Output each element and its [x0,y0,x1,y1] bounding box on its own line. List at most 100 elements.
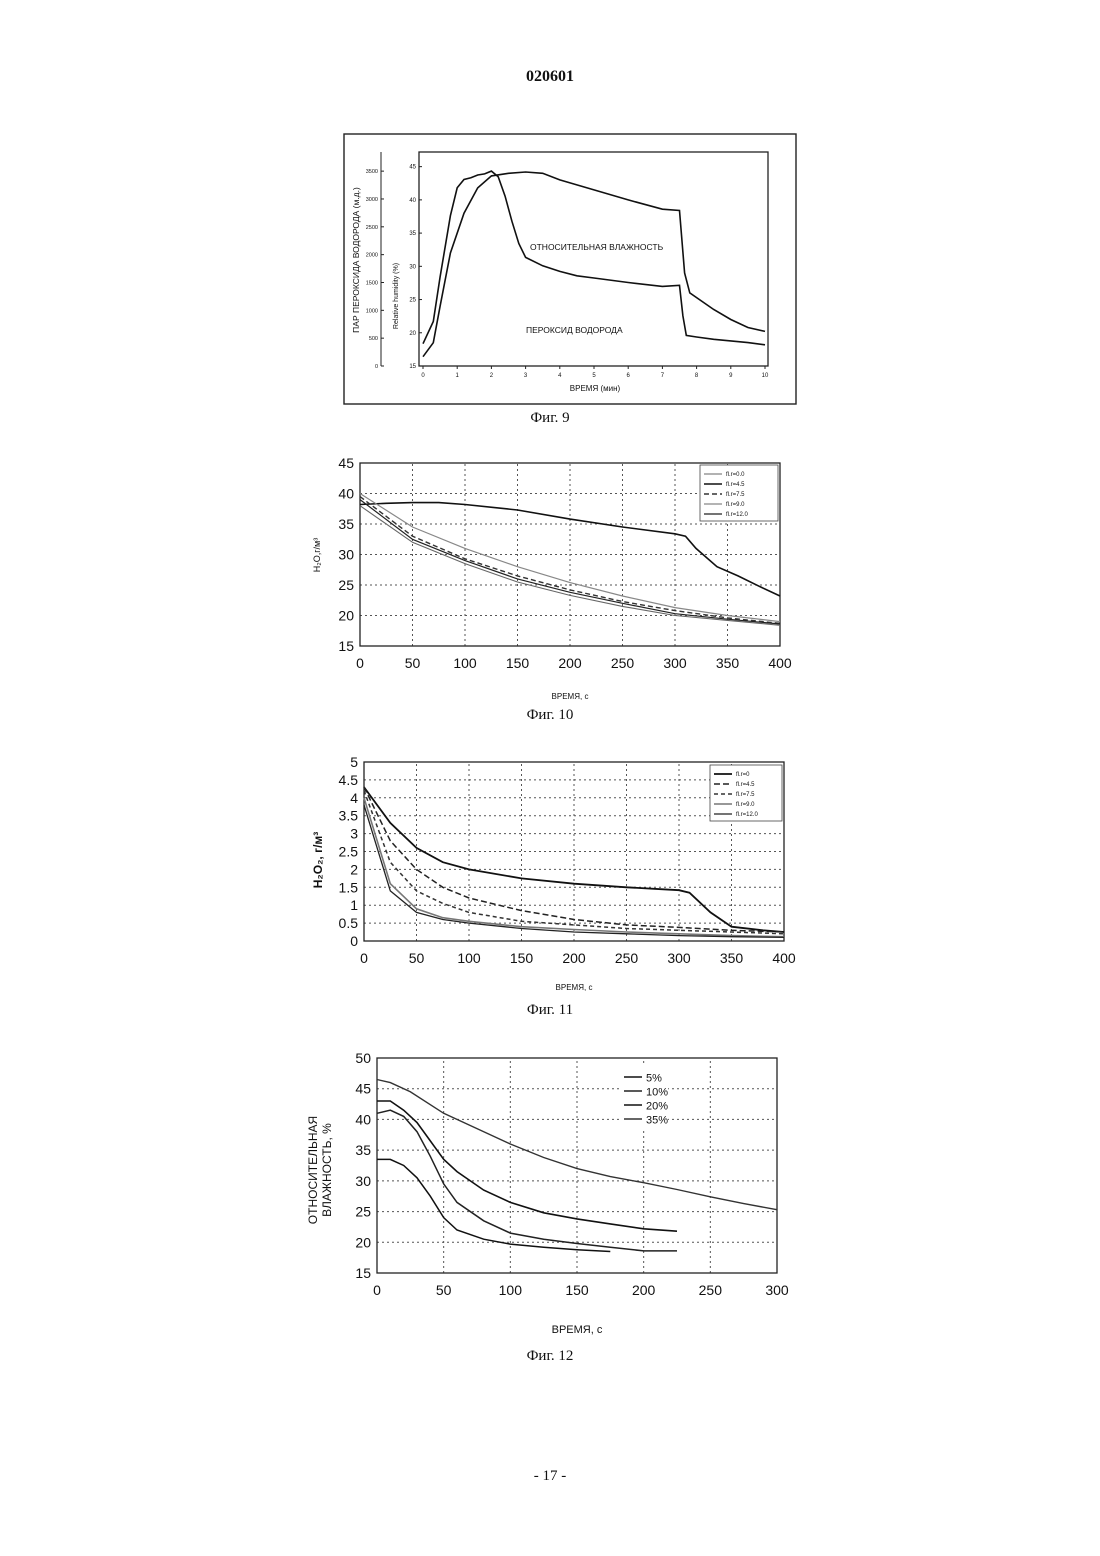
fig11-y-tick-label: 0.5 [339,915,359,931]
fig10-x-tick-label: 100 [453,655,477,671]
fig9-series-group [423,171,765,357]
fig10-x-tick-label: 200 [558,655,582,671]
fig11-y-tick-label: 4.5 [339,772,359,788]
fig9-left-tick-label: 500 [369,336,378,342]
fig11-series-line-4 [364,798,784,937]
fig9-x-axis-ticks: 012345678910 [421,366,769,379]
fig11-series-line-3 [364,791,784,934]
fig9-x-tick-label: 3 [524,373,528,379]
fig10-ylabel: H₂O,г/м³ [312,538,322,572]
fig11-series-line-5 [364,805,784,937]
fig12-x-axis-ticks: 050100150200250300 [373,1282,789,1298]
fig12-y-tick-label: 15 [355,1265,371,1281]
fig10-x-tick-label: 50 [405,655,421,671]
fig10-legend: fl.r=0.0fl.r=4.5fl.r=7.5fl.r=9.0fl.r=12.… [700,465,778,521]
fig9-annotation-humidity: ОТНОСИТЕЛЬНАЯ ВЛАЖНОСТЬ [530,242,664,252]
fig12-series-line-4 [377,1080,777,1210]
fig9-x-tick-label: 8 [695,373,699,379]
fig9-ylabel-right: Relative humidity (%) [393,263,400,329]
fig12-x-tick-label: 50 [436,1282,452,1298]
fig9-peroxide-line [423,171,765,345]
page-footer-number: - 17 - [0,1468,1100,1485]
fig11-plot-area [364,762,784,941]
fig10-y-tick-label: 35 [338,516,354,532]
fig11-x-tick-label: 0 [360,950,368,966]
fig11-series-line-1 [364,787,784,932]
fig11-y-tick-label: 2 [350,861,358,877]
fig12-y-tick-label: 25 [355,1204,371,1220]
fig9-x-tick-label: 7 [661,373,665,379]
fig12-y-tick-label: 50 [355,1050,371,1066]
fig9-left-tick-label: 2500 [366,225,378,231]
fig11-grid [364,762,784,941]
fig12-legend-label: 20% [646,1101,668,1113]
fig9-left-tick-label: 0 [375,364,378,370]
fig11-y-tick-label: 4 [350,790,358,806]
fig11-legend: fl.r=0fl.r=4.5fl.r=7.5fl.r=9.0fl.r=12.0 [710,765,782,821]
fig9-plot-area [419,152,768,366]
fig11-series-group [364,787,784,937]
fig12-y-tick-label: 35 [355,1142,371,1158]
fig12-x-tick-label: 0 [373,1282,381,1298]
fig10-legend-label: fl.r=4.5 [726,482,745,488]
fig9-right-tick-label: 35 [409,231,416,237]
fig10-legend-label: fl.r=0.0 [726,472,745,478]
fig11-series-line-2 [364,787,784,932]
fig10-x-tick-label: 400 [768,655,792,671]
fig9-caption: Фиг. 9 [0,410,1100,427]
fig9-annotation-peroxide: ПЕРОКСИД ВОДОРОДА [526,325,623,335]
fig12-ylabel-line1: ОТНОСИТЕЛЬНАЯ [306,1116,320,1224]
fig9-right-tick-label: 20 [409,331,416,337]
fig9-xlabel: ВРЕМЯ (мин) [570,384,621,393]
fig11-x-tick-label: 150 [510,950,534,966]
fig12-x-tick-label: 200 [632,1282,656,1298]
fig11-caption: Фиг. 11 [0,1002,1100,1019]
fig12-ylabel-line2: ВЛАЖНОСТЬ, % [320,1123,334,1217]
fig9-left-tick-label: 2000 [366,253,378,259]
fig10-xlabel: ВРЕМЯ, с [552,692,589,701]
fig10-y-tick-label: 45 [338,455,354,471]
fig11-x-tick-label: 400 [772,950,796,966]
fig11-y-axis-ticks: 00.511.522.533.544.55 [339,754,359,949]
fig12-x-tick-label: 100 [499,1282,523,1298]
fig12-x-tick-label: 300 [765,1282,789,1298]
fig9-x-tick-label: 5 [592,373,596,379]
fig10-x-tick-label: 350 [716,655,740,671]
fig12-caption: Фиг. 12 [0,1348,1100,1365]
fig11-x-tick-label: 300 [667,950,691,966]
fig10-series-line-2 [360,503,780,596]
fig12-plot-area [377,1058,777,1273]
fig9-x-tick-label: 6 [627,373,631,379]
fig9-humidity-line [423,172,765,357]
fig12-legend: 5%10%20%35% [620,1066,668,1128]
fig10-y-tick-label: 20 [338,608,354,624]
fig9-left-tick-label: 1000 [366,308,378,314]
fig11-x-tick-label: 50 [409,950,425,966]
fig11-y-tick-label: 3 [350,826,358,842]
fig12-x-tick-label: 150 [565,1282,589,1298]
fig11-x-tick-label: 350 [720,950,744,966]
fig10-x-tick-label: 0 [356,655,364,671]
fig11-ylabel: H₂O₂, г/м³ [311,832,325,889]
fig11-x-tick-label: 250 [615,950,639,966]
fig12-grid [377,1058,777,1273]
fig12-y-tick-label: 45 [355,1081,371,1097]
fig10-x-axis-ticks: 050100150200250300350400 [356,655,792,671]
fig11-y-tick-label: 1.5 [339,879,359,895]
fig12-y-tick-label: 20 [355,1234,371,1250]
fig9-left-tick-label: 1500 [366,280,378,286]
fig11-xlabel: ВРЕМЯ, с [556,983,593,992]
fig11-y-tick-label: 2.5 [339,844,359,860]
fig11-legend-label: fl.r=7.5 [736,792,755,798]
fig9-left-tick-label: 3000 [366,197,378,203]
fig9-ylabel-left: ПАР ПЕРОКСИДА ВОДОРОДА (м.д.) [351,187,361,333]
fig9-x-tick-label: 10 [762,373,769,379]
fig9-right-tick-label: 30 [409,264,416,270]
fig11-legend-label: fl.r=4.5 [736,782,755,788]
fig11-legend-label: fl.r=0 [736,772,750,778]
fig11-x-tick-label: 100 [457,950,481,966]
fig10-x-tick-label: 150 [506,655,530,671]
fig9-right-axis-ticks: 15202530354045 [409,165,422,370]
